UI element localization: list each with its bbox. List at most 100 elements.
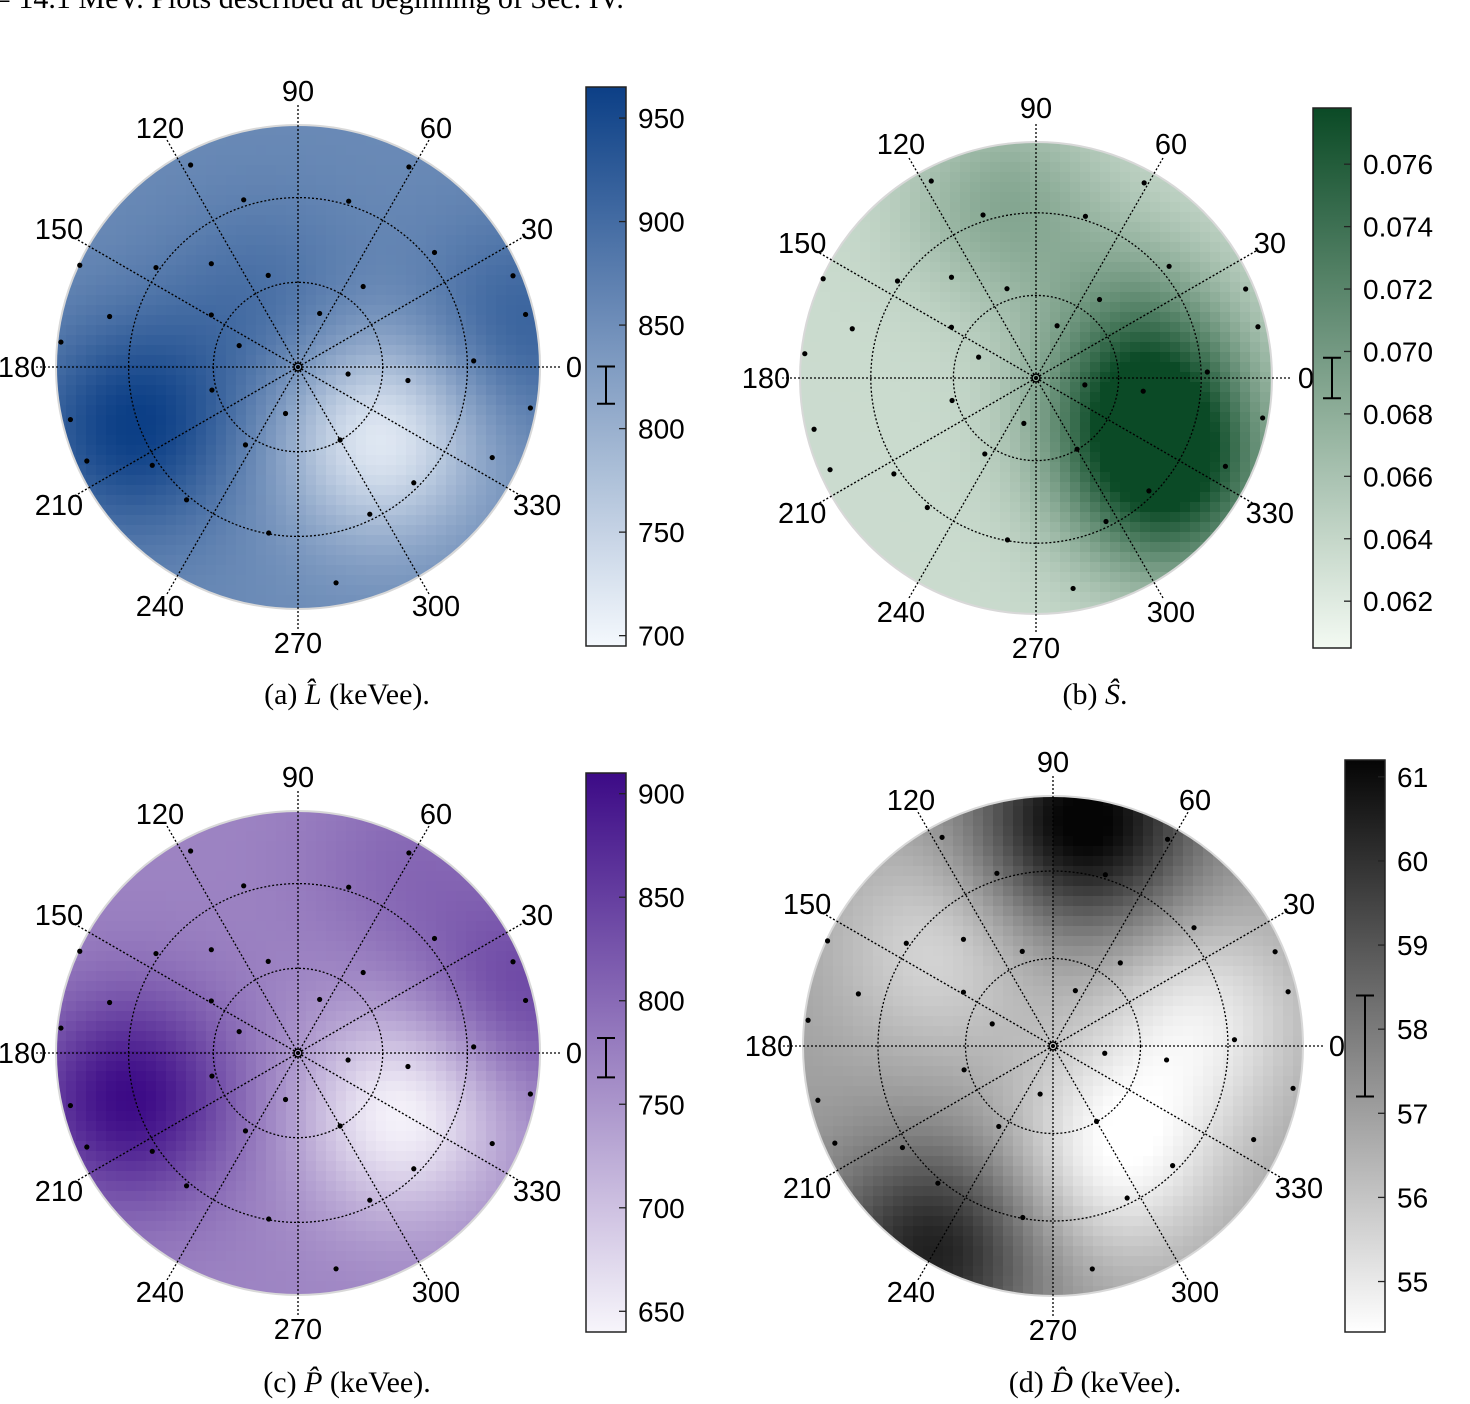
colorbar-error-bar [1323,356,1341,400]
angle-label-270: 270 [274,1314,322,1346]
detector-point [337,1123,343,1129]
detector-point [1093,1118,1100,1124]
detector-point [1141,180,1147,186]
detector-point [346,884,352,890]
detector-point [84,458,90,464]
detector-point [58,339,64,345]
detector-point [989,1021,995,1027]
plot-center [1031,373,1041,383]
angle-label-270: 270 [1029,1315,1077,1347]
detector-point [980,212,986,218]
angle-label-270: 270 [1012,633,1060,665]
angle-label-240: 240 [136,591,184,623]
detector-point [996,1123,1002,1130]
polar-plot-d: 0 30 60 90 120 150 180 210 240 270 300 330 61 60 59 58 5… [745,747,1428,1347]
angle-label-120: 120 [887,785,935,817]
detector-point [149,462,155,468]
detector-point [241,883,247,889]
grid-spoke-120 [907,155,1037,379]
detector-point [960,936,967,942]
angle-label-300: 300 [1147,597,1195,629]
grid-spoke-60 [1035,155,1165,379]
grid-spoke-30 [1035,249,1259,379]
colorbar [1344,759,1386,1333]
detector-point [1037,1091,1043,1097]
angle-label-330: 330 [1275,1173,1323,1205]
caption-b-label: (b) [1062,678,1098,711]
detector-point [1089,1266,1095,1272]
detector-point [939,834,945,840]
angle-label-150: 150 [778,228,826,260]
angle-label-60: 60 [1179,785,1211,817]
angle-label-150: 150 [35,900,83,932]
detector-point [948,274,955,280]
detector-point [406,164,412,170]
detector-point [924,504,930,511]
detector-point [188,162,194,168]
grid-spoke-240 [907,377,1037,601]
angle-label-180: 180 [0,1038,46,1070]
detector-point [510,273,516,279]
detector-point [1020,1214,1026,1221]
caption-a-label: (a) [264,678,298,711]
angle-label-210: 210 [35,490,83,522]
detector-point [982,451,988,457]
detector-point [1072,988,1078,994]
detector-point [265,958,271,964]
angle-label-0: 0 [1298,363,1314,395]
colorbar-tick-label: 800 [638,414,685,445]
caption-b-unit: . [1119,678,1128,711]
detector-point [489,1140,495,1147]
detector-point [208,261,214,267]
detector-point [949,397,955,404]
angle-label-30: 30 [1254,228,1286,260]
detector-point [317,996,323,1003]
detector-point [1260,415,1266,421]
detector-point [1204,369,1210,375]
detector-point [820,276,826,282]
detector-point [431,249,438,256]
detector-point [431,935,438,942]
angle-label-300: 300 [1171,1277,1219,1309]
detector-point [1290,1085,1296,1091]
detector-point [948,324,955,330]
detector-point [935,1180,941,1186]
grid-spoke-150 [818,910,1054,1047]
colorbar-tick-label: 58 [1397,1014,1428,1045]
angle-label-210: 210 [783,1173,831,1205]
detector-point [527,1091,533,1097]
angle-label-120: 120 [136,799,184,831]
grid-spoke-240 [917,1045,1054,1281]
angle-label-30: 30 [521,900,553,932]
colorbar-tick-label: 0.066 [1363,461,1433,492]
caption-d-unit: (keVee). [1080,1366,1182,1399]
angle-label-240: 240 [136,1277,184,1309]
polar-plot-a: 0 30 60 90 120 150 180 210 240 270 300 330 950 900 850… [0,76,685,660]
detector-point [1166,263,1172,269]
detector-point [960,989,967,995]
detector-point [345,371,351,377]
colorbar-tick-label: 59 [1397,930,1428,961]
detector-point [1004,286,1010,292]
grid-spoke-330 [1052,1045,1288,1182]
detector-point [77,948,83,954]
detector-point [345,1057,351,1063]
angle-label-90: 90 [1037,747,1069,779]
detector-point [209,387,215,393]
detector-point [242,442,249,448]
colorbar-error-bar [1356,994,1374,1098]
grid-spoke-120 [917,811,1054,1047]
plot-center [293,1048,303,1058]
caption-a: (a) L̂ (keVee). [264,678,430,712]
detector-point [360,283,366,290]
colorbar-tick-label: 700 [638,621,685,652]
colorbar-tick-label: 0.068 [1363,399,1433,430]
angle-label-240: 240 [887,1277,935,1309]
colorbar-tick-label: 750 [638,1089,685,1120]
angle-label-60: 60 [420,113,452,145]
detector-point [67,1102,74,1109]
colorbar-error-bar [597,1037,615,1079]
angle-label-0: 0 [1329,1031,1345,1063]
detector-point [84,1144,90,1150]
heat-field [800,142,1272,614]
